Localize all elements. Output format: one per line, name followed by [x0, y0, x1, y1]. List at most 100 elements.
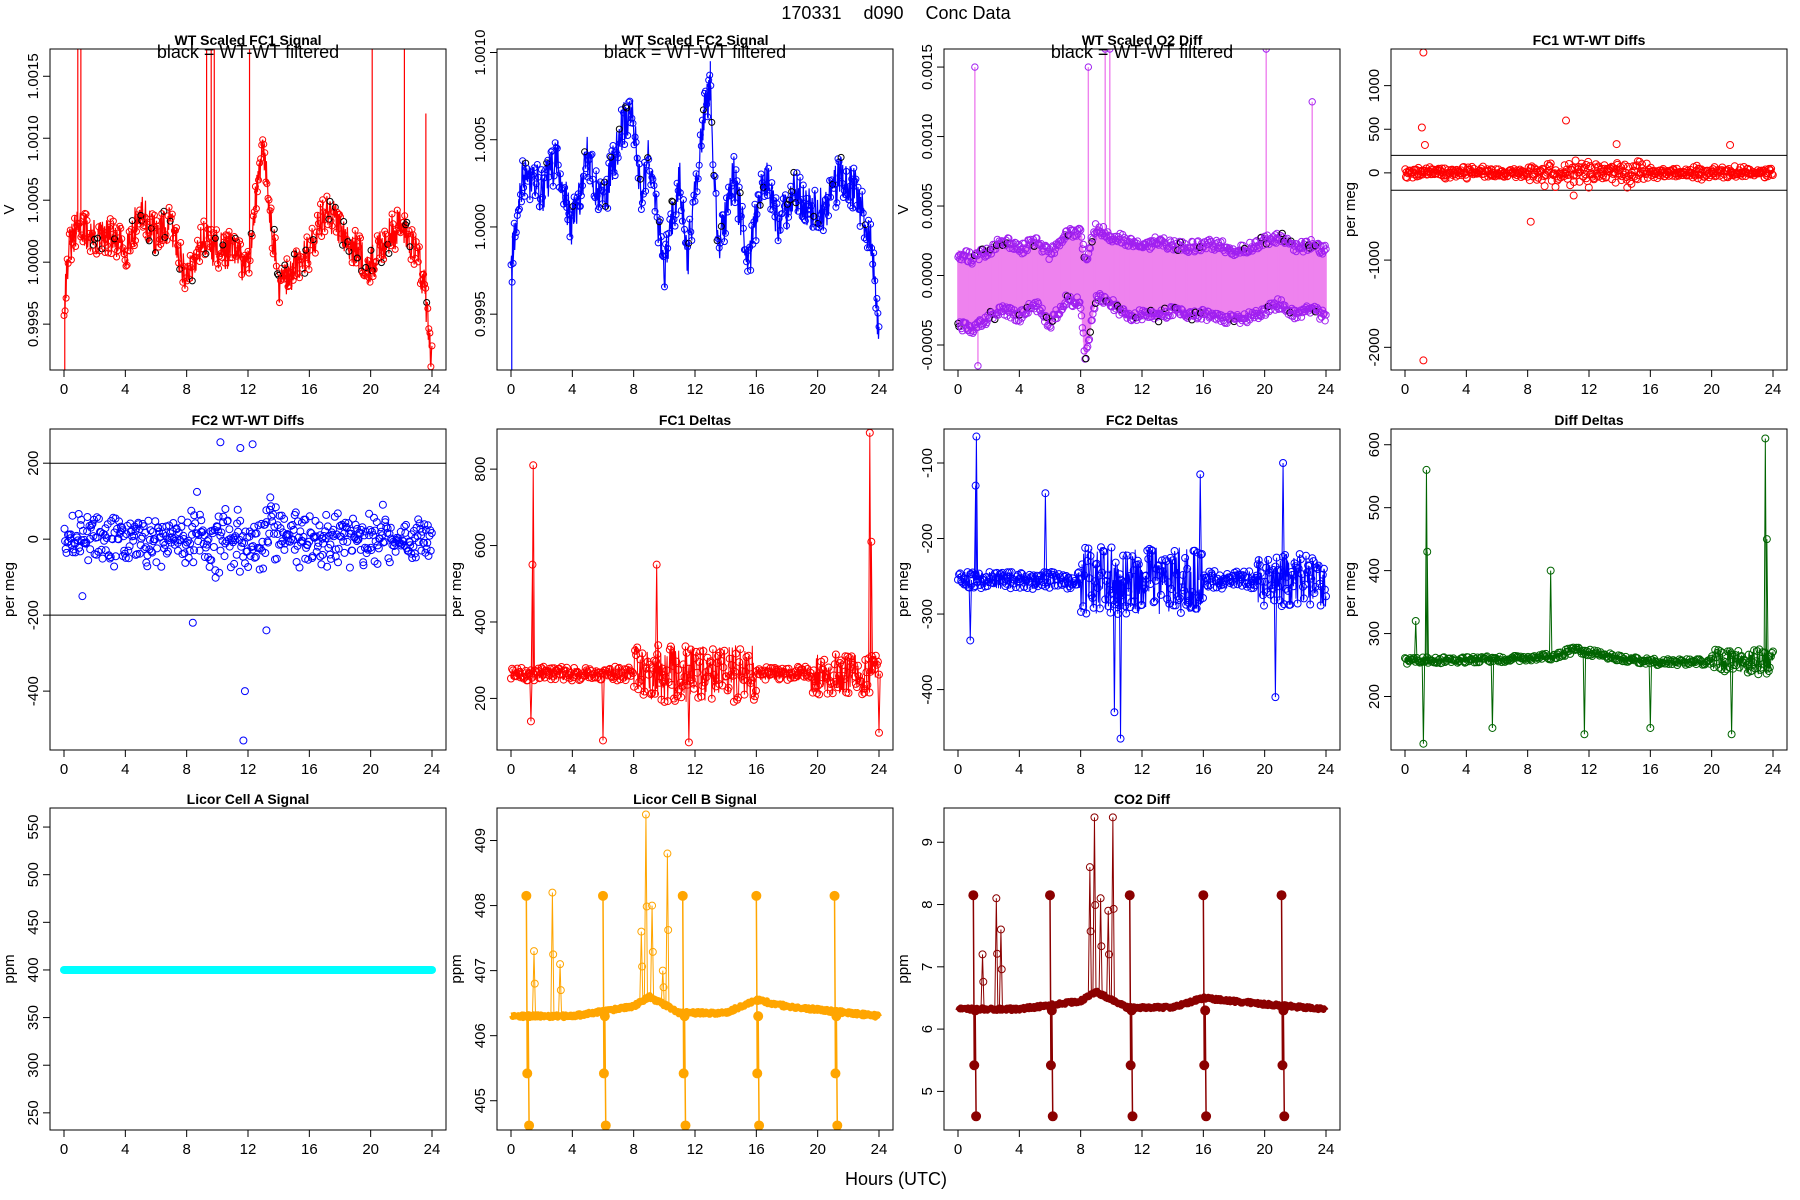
data-point: [288, 521, 297, 529]
calibration-point: [1278, 1005, 1289, 1016]
data-point: [768, 179, 776, 187]
data-point: [704, 666, 713, 675]
data-point: [124, 546, 133, 555]
data-point: [1750, 646, 1759, 655]
data-point: [728, 182, 736, 190]
data-point: [637, 206, 645, 213]
data-point: [1121, 602, 1130, 610]
data-point: [399, 537, 408, 546]
data-point: [1175, 594, 1184, 603]
y-axis-label: ppm: [1, 954, 18, 983]
data-point: [221, 505, 230, 513]
data-point: [797, 196, 805, 204]
data-point: [286, 268, 294, 276]
plot-frame: [943, 48, 1341, 371]
data-point: [328, 530, 337, 539]
data-point: [154, 222, 162, 230]
data-point: [144, 516, 153, 525]
data-point: [385, 250, 393, 257]
data-point: [845, 653, 854, 662]
data-point: [1077, 233, 1086, 241]
data-point: [1086, 927, 1095, 936]
data-point: [1090, 304, 1098, 312]
data-point: [810, 212, 818, 220]
y-axis-label: per meg: [1342, 182, 1359, 237]
spike-line: [1112, 580, 1117, 713]
data-point: [424, 305, 432, 312]
data-point: [417, 531, 426, 540]
data-point: [132, 524, 141, 533]
panel-title: WT Scaled FC2 Signal: [621, 32, 768, 48]
data-point: [1311, 242, 1320, 250]
x-tick-label: 16: [301, 381, 318, 398]
data-point: [159, 538, 168, 547]
spike-line: [980, 954, 985, 1010]
data-point: [996, 925, 1005, 934]
data-point: [722, 672, 731, 681]
data-point: [362, 264, 370, 271]
y-tick-label: 200: [25, 451, 42, 476]
data-point: [688, 237, 696, 244]
spike-line: [529, 673, 533, 722]
y-tick-label: 8: [919, 900, 936, 908]
data-point: [397, 229, 404, 237]
data-point: [160, 207, 168, 215]
data-point: [1209, 583, 1218, 592]
calibration-point: [1200, 1005, 1211, 1016]
spike-line: [998, 929, 1003, 1010]
data-point: [1639, 174, 1648, 183]
data-point: [1149, 598, 1158, 607]
figure-title-station: d090: [863, 3, 903, 23]
data-point: [177, 239, 185, 246]
data-point: [88, 519, 97, 528]
data-point: [408, 226, 416, 234]
data-point: [674, 665, 683, 674]
data-point: [684, 664, 693, 673]
data-point: [554, 161, 562, 169]
data-point: [536, 673, 545, 682]
data-point: [83, 513, 92, 521]
data-point: [102, 234, 110, 242]
data-point: [1084, 249, 1093, 258]
data-point: [508, 664, 517, 673]
data-point: [98, 554, 107, 563]
data-point: [819, 227, 827, 235]
data-point: [619, 133, 626, 141]
data-point: [1181, 554, 1190, 562]
data-point: [747, 266, 755, 274]
data-point: [373, 559, 382, 568]
data-point: [992, 894, 1001, 903]
calibration-point: [1276, 890, 1287, 901]
data-point: [360, 531, 369, 540]
data-point: [971, 250, 980, 258]
data-point: [370, 266, 378, 274]
x-tick-label: 20: [1703, 381, 1720, 398]
plot-area: [50, 438, 446, 745]
data-point: [837, 153, 845, 161]
data-point: [827, 193, 835, 201]
x-tick-label: 16: [1195, 761, 1212, 778]
data-point: [805, 201, 813, 209]
data-point: [369, 273, 377, 280]
data-point: [197, 223, 205, 231]
data-point: [1560, 161, 1569, 170]
data-point: [732, 649, 740, 658]
data-point: [256, 159, 264, 167]
data-point: [659, 678, 668, 687]
data-point: [1710, 663, 1719, 672]
data-point: [1088, 594, 1097, 603]
data-point: [228, 254, 236, 262]
data-point: [92, 513, 101, 522]
data-point: [1307, 574, 1316, 583]
data-point: [654, 641, 663, 650]
data-point: [1250, 581, 1259, 590]
x-tick-label: 24: [871, 1141, 888, 1158]
data-point: [566, 233, 574, 241]
data-point: [154, 524, 163, 533]
x-tick-label: 16: [1642, 381, 1659, 398]
data-point: [831, 650, 840, 659]
x-tick-label: 4: [1462, 761, 1470, 778]
x-tick-label: 4: [121, 1141, 129, 1158]
data-point: [1097, 942, 1106, 951]
data-point: [1188, 588, 1197, 597]
